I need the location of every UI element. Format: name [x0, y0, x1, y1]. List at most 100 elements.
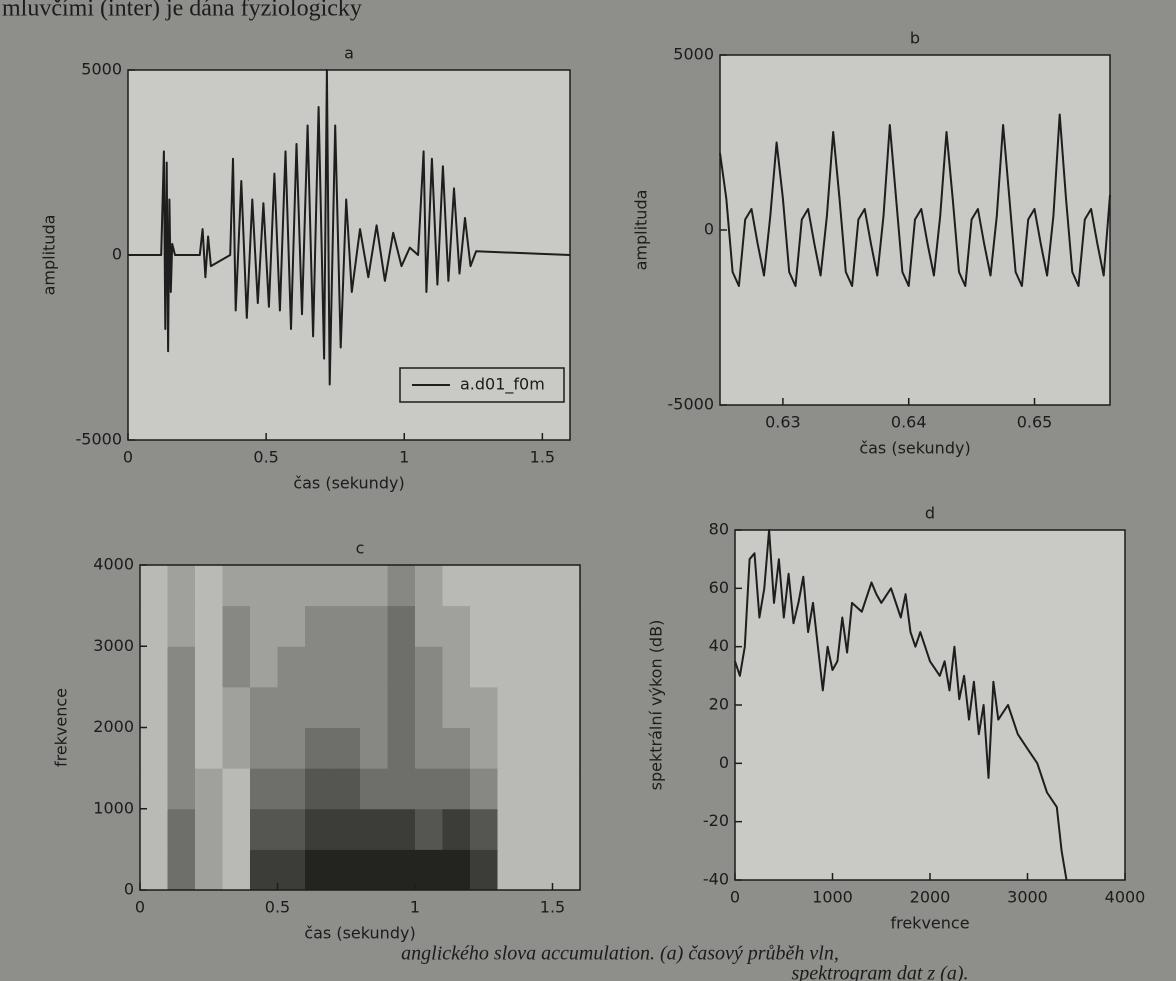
y-tick-label: 0 — [704, 220, 714, 239]
heatmap-cell — [387, 849, 416, 891]
heatmap-cell — [415, 605, 443, 647]
x-tick-label: 0.65 — [1017, 413, 1053, 432]
chart-title: b — [910, 29, 920, 48]
x-tick-label: 1.5 — [530, 448, 555, 467]
heatmap-cell — [222, 768, 251, 810]
heatmap-cell — [332, 646, 361, 688]
x-tick-label: 0.64 — [891, 413, 927, 432]
heatmap-cell — [222, 849, 251, 891]
heatmap-cell — [222, 646, 251, 688]
heatmap-cell — [195, 646, 223, 688]
chart-title: c — [356, 539, 365, 558]
x-tick-label: 1.5 — [540, 898, 565, 917]
heatmap-cell — [332, 605, 361, 647]
heatmap-cell — [305, 646, 333, 688]
heatmap-cell — [387, 686, 416, 728]
heatmap-cell — [387, 768, 416, 810]
heatmap-cell — [195, 686, 223, 728]
heatmap-cell — [277, 565, 306, 607]
heatmap-cell — [360, 849, 388, 891]
heatmap-cell — [552, 768, 581, 810]
heatmap-cell — [195, 727, 223, 769]
y-axis-label: frekvence — [52, 688, 71, 767]
heatmap-cell — [470, 565, 498, 607]
heatmap-cell — [305, 605, 333, 647]
x-tick-label: 0 — [135, 898, 145, 917]
heatmap-cell — [442, 686, 471, 728]
heatmap-cell — [470, 768, 498, 810]
heatmap-cell — [277, 686, 306, 728]
heatmap-cell — [277, 605, 306, 647]
heatmap-cell — [167, 686, 196, 728]
y-tick-label: 3000 — [93, 636, 134, 655]
heatmap-cell — [360, 565, 388, 607]
heatmap-cell — [442, 605, 471, 647]
y-tick-label: 4000 — [93, 555, 134, 574]
x-tick-label: 1 — [410, 898, 420, 917]
heatmap-cell — [470, 646, 498, 688]
x-tick-label: 0.5 — [253, 448, 278, 467]
heatmap-cell — [525, 605, 553, 647]
heatmap-cell — [195, 605, 223, 647]
heatmap-cell — [167, 646, 196, 688]
heatmap-cell — [305, 849, 333, 891]
heatmap-cell — [140, 727, 168, 769]
heatmap-cell — [497, 849, 526, 891]
heatmap-cell — [525, 646, 553, 688]
plot-area — [735, 530, 1125, 880]
heatmap-cell — [360, 808, 388, 850]
heatmap-cell — [332, 768, 361, 810]
heatmap-cell — [470, 686, 498, 728]
heatmap-cell — [552, 849, 581, 891]
heatmap-cell — [360, 768, 388, 810]
heatmap-cell — [552, 605, 581, 647]
heatmap-cell — [195, 849, 223, 891]
y-tick-label: 20 — [709, 695, 729, 714]
y-tick-label: 5000 — [81, 60, 122, 79]
heatmap-cell — [250, 727, 278, 769]
x-tick-label: 4000 — [1105, 888, 1146, 907]
heatmap-cell — [497, 565, 526, 607]
heatmap-cell — [195, 768, 223, 810]
heatmap-cell — [470, 849, 498, 891]
x-tick-label: 0.5 — [265, 898, 290, 917]
y-tick-label: -5000 — [76, 430, 123, 449]
heatmap-cell — [552, 646, 581, 688]
heatmap-cell — [140, 686, 168, 728]
heatmap-cell — [277, 849, 306, 891]
heatmap-cell — [442, 849, 471, 891]
heatmap-cell — [305, 565, 333, 607]
heatmap-cell — [525, 686, 553, 728]
y-tick-label: 1000 — [93, 798, 134, 817]
y-tick-label: 0 — [112, 245, 122, 264]
heatmap-cell — [305, 727, 333, 769]
heatmap-cell — [167, 565, 196, 607]
x-tick-label: 0 — [730, 888, 740, 907]
heatmap-cell — [305, 808, 333, 850]
heatmap-cell — [222, 686, 251, 728]
heatmap-cell — [387, 605, 416, 647]
heatmap-cell — [250, 605, 278, 647]
heatmap-cell — [140, 768, 168, 810]
heatmap-cell — [195, 565, 223, 607]
heatmap-cell — [360, 686, 388, 728]
chart-title: a — [344, 44, 354, 63]
heatmap-cell — [140, 808, 168, 850]
heatmap-cell — [470, 808, 498, 850]
x-axis-label: čas (sekundy) — [304, 924, 415, 943]
y-tick-label: 60 — [709, 578, 729, 597]
heatmap-cell — [305, 768, 333, 810]
y-tick-label: -40 — [703, 870, 729, 889]
heatmap-cell — [332, 849, 361, 891]
data-line — [128, 69, 571, 386]
heatmap-cell — [250, 686, 278, 728]
heatmap-cell — [277, 808, 306, 850]
heatmap-cell — [222, 727, 251, 769]
heatmap-cell — [525, 808, 553, 850]
heatmap-cell — [415, 646, 443, 688]
heatmap-cell — [332, 565, 361, 607]
heatmap-cell — [470, 605, 498, 647]
heatmap-cell — [167, 849, 196, 891]
heatmap-cell — [250, 565, 278, 607]
heatmap-cell — [442, 565, 471, 607]
